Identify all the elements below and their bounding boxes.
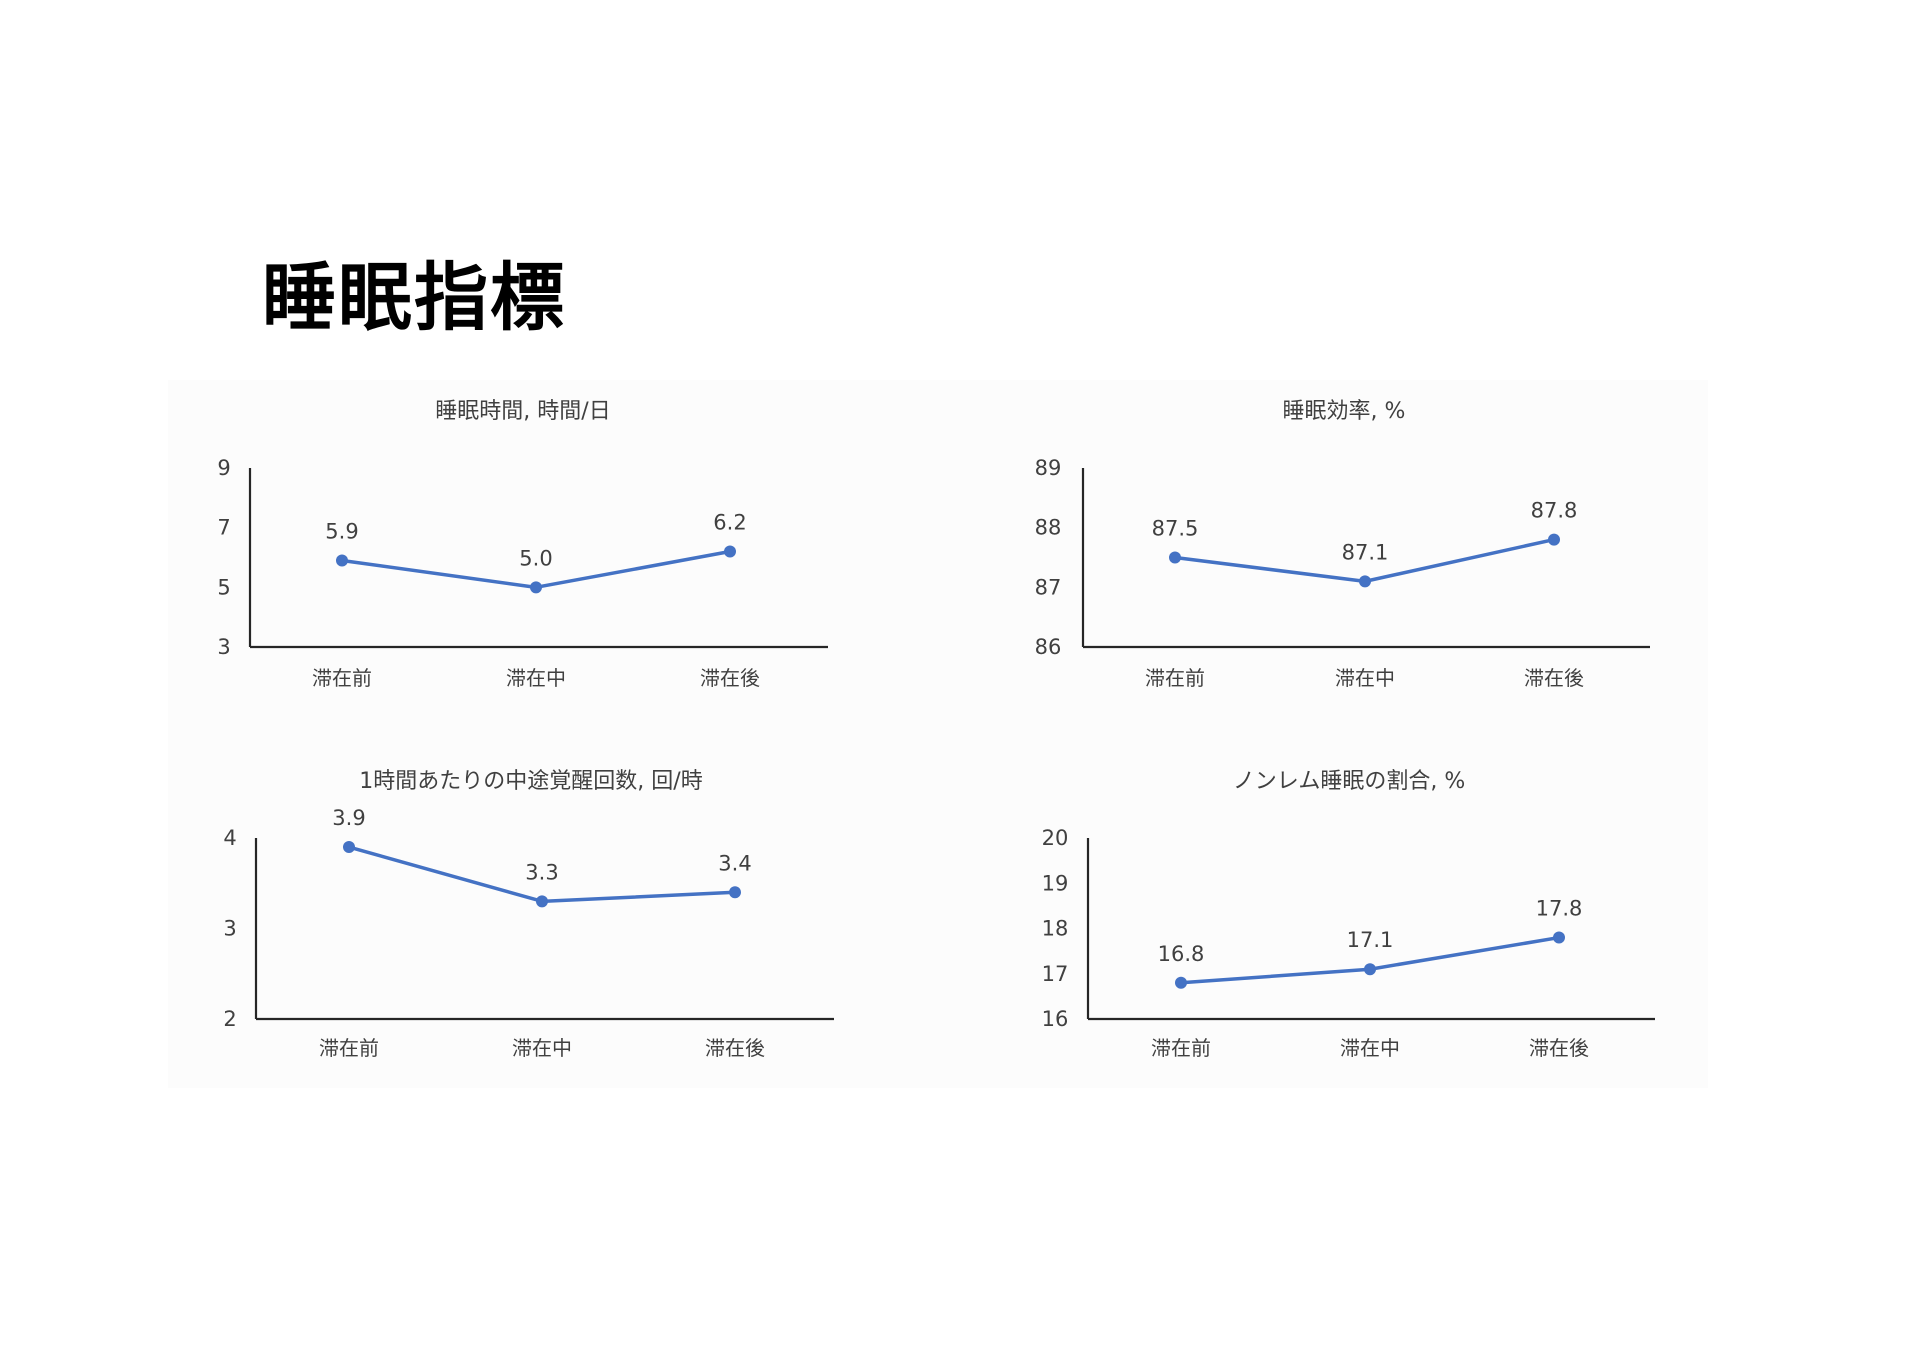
chart-title: 睡眠時間, 時間/日 <box>435 399 610 424</box>
data-point <box>1169 551 1181 564</box>
data-point <box>1553 931 1565 944</box>
data-label: 3.9 <box>332 806 365 830</box>
x-category-label: 滞在前 <box>319 1036 379 1060</box>
x-category-label: 滞在後 <box>705 1036 765 1060</box>
y-tick-label: 9 <box>217 456 230 480</box>
chart-title: ノンレム睡眠の割合, % <box>1233 769 1465 794</box>
chart-nrem-ratio: ノンレム睡眠の割合, % 16 17 18 19 20 滞在前 滞在中 滞在後 16.8 17.1 1… <box>1042 769 1655 1060</box>
data-point <box>1548 533 1560 546</box>
x-category-label: 滞在後 <box>1524 666 1584 690</box>
data-label: 6.2 <box>713 511 746 535</box>
x-category-label: 滞在前 <box>1145 666 1205 690</box>
y-tick-label: 7 <box>217 516 230 540</box>
y-tick-label: 87 <box>1035 575 1062 599</box>
y-tick-label: 19 <box>1042 871 1069 895</box>
y-tick-label: 18 <box>1042 917 1069 941</box>
chart-title: 1時間あたりの中途覚醒回数, 回/時 <box>359 769 702 794</box>
data-label: 87.5 <box>1152 517 1199 541</box>
y-tick-label: 86 <box>1035 635 1062 659</box>
y-tick-label: 16 <box>1042 1007 1069 1031</box>
data-label: 16.8 <box>1158 942 1205 966</box>
y-tick-label: 3 <box>223 917 236 941</box>
y-tick-label: 89 <box>1035 456 1062 480</box>
x-category-label: 滞在前 <box>1151 1036 1211 1060</box>
y-tick-label: 17 <box>1042 962 1069 986</box>
data-point <box>343 841 355 854</box>
y-tick-label: 5 <box>217 575 230 599</box>
data-label: 87.8 <box>1531 499 1578 523</box>
data-label: 17.8 <box>1536 897 1583 921</box>
data-label: 3.4 <box>718 851 751 875</box>
chart-awakenings-per-hour: 1時間あたりの中途覚醒回数, 回/時 2 3 4 滞在前 滞在中 滞在後 3.9 3.3 3.4 <box>223 769 834 1060</box>
x-category-label: 滞在前 <box>312 666 372 690</box>
y-tick-label: 20 <box>1042 826 1069 850</box>
y-tick-label: 3 <box>217 635 230 659</box>
x-category-label: 滞在中 <box>506 666 566 690</box>
page-title: 睡眠指標 <box>262 255 566 341</box>
chart-sleep-efficiency: 睡眠効率, % 86 87 88 89 滞在前 滞在中 滞在後 87.5 87.1 87.8 <box>1035 399 1650 690</box>
data-point <box>536 895 548 908</box>
data-point <box>729 886 741 899</box>
data-point <box>1175 976 1187 989</box>
x-category-label: 滞在後 <box>700 666 760 690</box>
data-label: 3.3 <box>525 860 558 884</box>
y-tick-label: 88 <box>1035 516 1062 540</box>
x-category-label: 滞在中 <box>1335 666 1395 690</box>
x-category-label: 滞在中 <box>512 1036 572 1060</box>
data-point <box>530 581 542 594</box>
data-label: 87.1 <box>1342 540 1389 564</box>
chart-sleep-duration: 睡眠時間, 時間/日 3 5 7 9 滞在前 滞在中 滞在後 5.9 5.0 6.2 <box>217 399 828 690</box>
x-category-label: 滞在後 <box>1529 1036 1589 1060</box>
chart-title: 睡眠効率, % <box>1283 399 1406 424</box>
data-label: 17.1 <box>1347 928 1394 952</box>
data-point <box>336 554 348 567</box>
data-label: 5.9 <box>325 519 358 543</box>
data-label: 5.0 <box>519 546 552 570</box>
data-point <box>1364 963 1376 976</box>
y-tick-label: 4 <box>223 826 236 850</box>
chart-panel: 睡眠時間, 時間/日 3 5 7 9 滞在前 滞在中 滞在後 5.9 5.0 6.2 睡眠効率, %… <box>168 380 1708 1088</box>
x-category-label: 滞在中 <box>1340 1036 1400 1060</box>
y-tick-label: 2 <box>223 1007 236 1031</box>
data-point <box>1359 575 1371 588</box>
data-point <box>724 545 736 558</box>
